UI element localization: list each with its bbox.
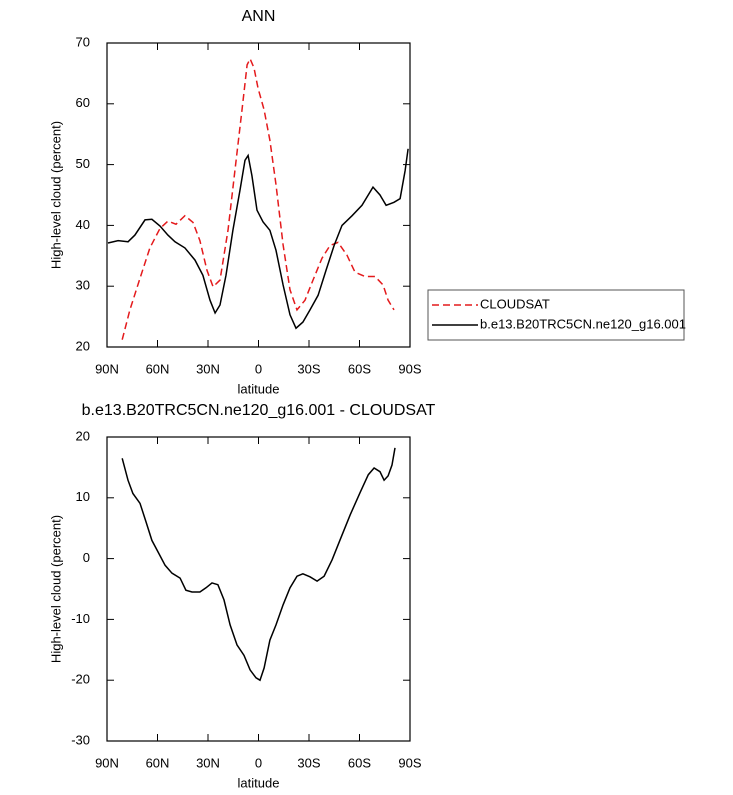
chart-title: b.e13.B20TRC5CN.ne120_g16.001 - CLOUDSAT	[82, 402, 436, 419]
y-tick-label: 40	[76, 217, 90, 232]
data-line	[107, 148, 409, 330]
y-tick-label: 50	[76, 156, 90, 171]
y-tick-label: 70	[76, 34, 90, 49]
y-axis-label: High-level cloud (percent)	[48, 515, 63, 663]
x-tick-label: 0	[255, 755, 262, 770]
x-tick-label: 60S	[348, 755, 371, 770]
x-tick-label: 60S	[348, 361, 371, 376]
x-tick-label: 60N	[146, 755, 170, 770]
y-tick-label: 20	[76, 338, 90, 353]
x-tick-label: 30N	[196, 755, 220, 770]
x-tick-label: 0	[255, 361, 262, 376]
x-tick-label: 30S	[297, 755, 320, 770]
plot-frame	[106, 436, 411, 742]
plot-frame	[106, 42, 411, 348]
y-tick-label: 0	[83, 550, 90, 565]
y-tick-label: 20	[76, 428, 90, 443]
x-tick-label: 60N	[146, 361, 170, 376]
legend-label: CLOUDSAT	[480, 296, 550, 311]
x-axis-label: latitude	[238, 775, 280, 790]
x-tick-label: 90N	[95, 755, 119, 770]
x-tick-label: 90S	[398, 361, 421, 376]
data-line	[121, 57, 395, 340]
y-tick-label: -20	[71, 672, 90, 687]
legend-box	[427, 289, 685, 341]
data-line	[121, 447, 396, 682]
x-axis-label: latitude	[238, 381, 280, 396]
y-tick-label: -30	[71, 732, 90, 747]
y-tick-label: -10	[71, 611, 90, 626]
x-tick-label: 30S	[297, 361, 320, 376]
x-tick-label: 90N	[95, 361, 119, 376]
chart-title: ANN	[242, 8, 276, 25]
y-axis-label: High-level cloud (percent)	[48, 121, 63, 269]
legend-label: b.e13.B20TRC5CN.ne120_g16.001	[480, 316, 686, 331]
x-tick-label: 30N	[196, 361, 220, 376]
y-tick-label: 10	[76, 489, 90, 504]
y-tick-label: 30	[76, 278, 90, 293]
x-tick-label: 90S	[398, 755, 421, 770]
y-tick-label: 60	[76, 95, 90, 110]
